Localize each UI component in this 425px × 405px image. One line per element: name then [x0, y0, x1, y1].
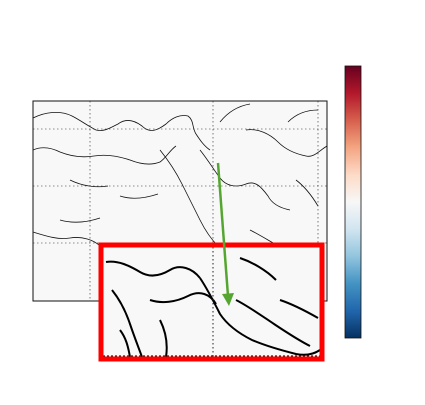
coastlines — [33, 103, 327, 251]
arrow-shaft — [216, 162, 230, 297]
colorbar-gradient — [344, 65, 362, 339]
zoom-box-outline — [98, 242, 325, 362]
arrow-head — [222, 293, 234, 306]
zoom-coastlines — [105, 257, 320, 357]
zoom-inset — [98, 242, 325, 362]
pointer-arrow — [216, 162, 234, 306]
colorbar — [344, 65, 362, 339]
